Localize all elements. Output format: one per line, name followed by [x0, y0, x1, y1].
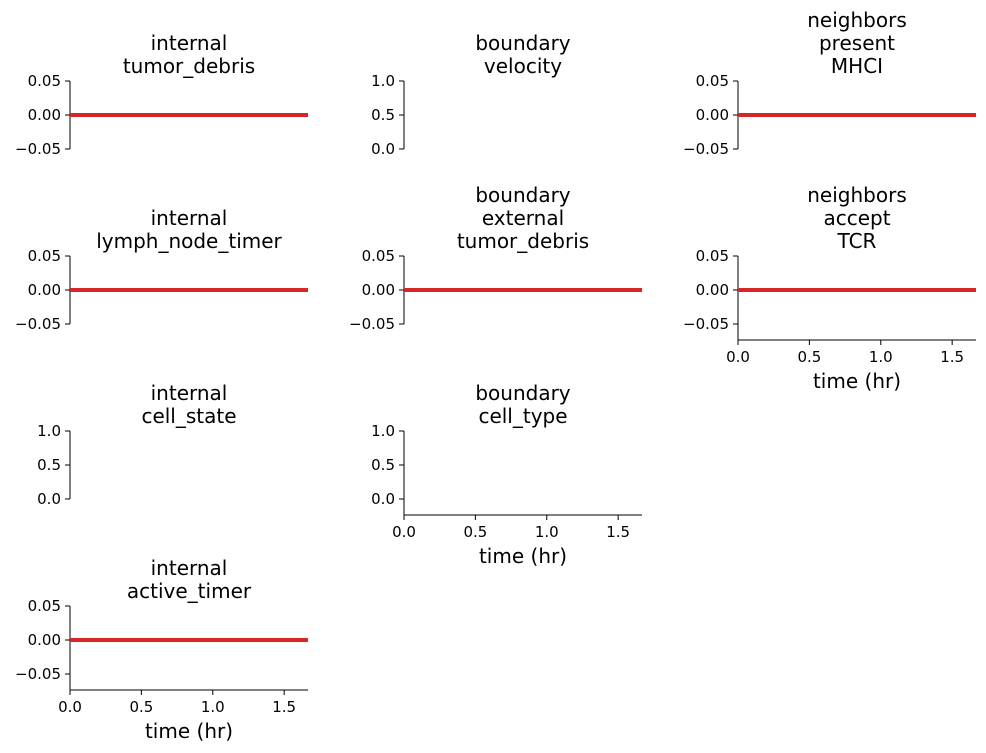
- y-tick-label: 0.00: [696, 106, 729, 124]
- y-tick-label: −0.05: [683, 315, 729, 333]
- chart-title-line: neighbors: [807, 183, 906, 207]
- chart-title-line: neighbors: [807, 8, 906, 32]
- chart-title-line: MHCI: [831, 54, 883, 78]
- y-tick-label: 0.5: [371, 106, 395, 124]
- chart-title-line: present: [819, 31, 895, 55]
- y-tick-label: 0.00: [28, 281, 61, 299]
- chart-title-line: internal: [151, 31, 228, 55]
- x-axis-label: time (hr): [145, 719, 233, 743]
- y-tick-label: 0.05: [28, 72, 61, 90]
- chart-title-line: TCR: [837, 229, 877, 253]
- chart-title-line: cell_type: [478, 404, 567, 428]
- y-tick-label: 0.05: [28, 597, 61, 615]
- y-tick-label: 0.5: [37, 456, 61, 474]
- y-tick-label: 0.05: [362, 247, 395, 265]
- y-tick-label: −0.05: [349, 315, 395, 333]
- y-tick-label: 0.0: [37, 490, 61, 508]
- chart-title-line: accept: [823, 206, 890, 230]
- y-tick-label: 0.00: [28, 631, 61, 649]
- x-tick-label: 0.5: [797, 348, 821, 366]
- y-tick-label: 1.0: [371, 72, 395, 90]
- chart-title-line: external: [482, 206, 564, 230]
- chart-title-line: boundary: [475, 183, 570, 207]
- x-axis-label: time (hr): [479, 544, 567, 568]
- chart-title-line: internal: [151, 206, 228, 230]
- x-tick-label: 0.0: [392, 523, 416, 541]
- chart-title-line: boundary: [475, 381, 570, 405]
- chart-title-line: lymph_node_timer: [96, 229, 282, 253]
- chart-title-line: velocity: [484, 54, 562, 78]
- y-tick-label: 0.00: [362, 281, 395, 299]
- y-tick-label: 0.00: [28, 106, 61, 124]
- y-tick-label: −0.05: [15, 665, 61, 683]
- y-tick-label: −0.05: [15, 315, 61, 333]
- y-tick-label: −0.05: [683, 140, 729, 158]
- chart-title-line: boundary: [475, 31, 570, 55]
- chart-title-line: internal: [151, 556, 228, 580]
- x-tick-label: 1.0: [535, 523, 559, 541]
- x-tick-label: 1.0: [201, 698, 225, 716]
- y-tick-label: 0.0: [371, 140, 395, 158]
- x-tick-label: 0.5: [463, 523, 487, 541]
- x-tick-label: 1.5: [606, 523, 630, 541]
- x-axis-label: time (hr): [813, 369, 901, 393]
- y-tick-label: 1.0: [37, 422, 61, 440]
- x-tick-label: 1.5: [940, 348, 964, 366]
- y-tick-label: 0.05: [28, 247, 61, 265]
- y-tick-label: 0.5: [371, 456, 395, 474]
- x-tick-label: 0.0: [58, 698, 82, 716]
- y-tick-label: 1.0: [371, 422, 395, 440]
- y-tick-label: 0.0: [371, 490, 395, 508]
- chart-title-line: internal: [151, 381, 228, 405]
- x-tick-label: 1.0: [869, 348, 893, 366]
- y-tick-label: 0.05: [696, 247, 729, 265]
- x-tick-label: 1.5: [272, 698, 296, 716]
- x-tick-label: 0.5: [129, 698, 153, 716]
- chart-title-line: tumor_debris: [123, 54, 255, 78]
- x-tick-label: 0.0: [726, 348, 750, 366]
- y-tick-label: 0.00: [696, 281, 729, 299]
- y-tick-label: 0.05: [696, 72, 729, 90]
- y-tick-label: −0.05: [15, 140, 61, 158]
- chart-title-line: tumor_debris: [457, 229, 589, 253]
- chart-title-line: active_timer: [127, 579, 252, 603]
- chart-title-line: cell_state: [141, 404, 236, 428]
